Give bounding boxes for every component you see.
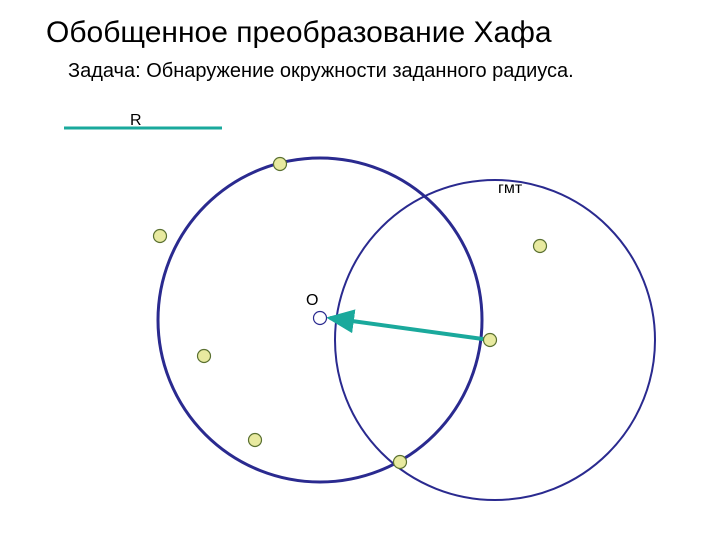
hough-diagram [0, 0, 720, 540]
point-marker [484, 334, 497, 347]
point-marker [534, 240, 547, 253]
point-marker [154, 230, 167, 243]
point-marker [249, 434, 262, 447]
point-marker [394, 456, 407, 469]
point-marker [314, 312, 327, 325]
point-marker [274, 158, 287, 171]
radius-arrow [330, 318, 490, 340]
point-marker [198, 350, 211, 363]
